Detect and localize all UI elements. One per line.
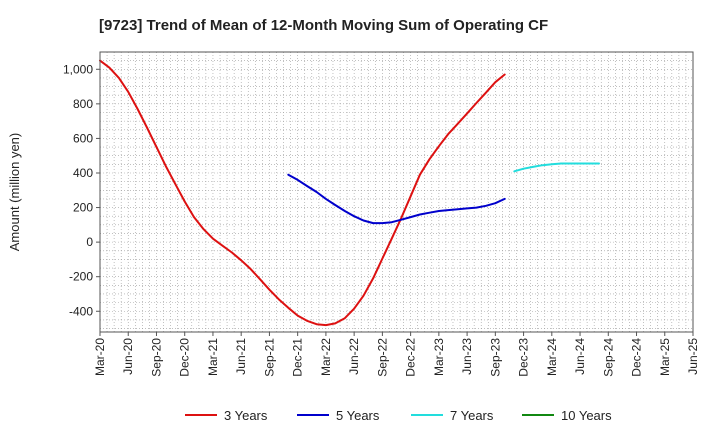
legend-label-3-years: 3 Years — [224, 408, 268, 423]
series-lines — [99, 59, 600, 327]
legend-label-5-years: 5 Years — [336, 408, 380, 423]
y-tick-label: 200 — [73, 201, 93, 215]
x-tick-label: Mar-24 — [545, 338, 559, 376]
legend: 3 Years 5 Years 7 Years 10 Years — [185, 408, 612, 423]
plot-area — [100, 52, 693, 332]
x-tick-label: Jun-21 — [234, 338, 248, 375]
x-tick-label: Dec-23 — [517, 338, 531, 377]
y-tick-label: 0 — [86, 235, 93, 249]
x-tick-label: Sep-24 — [601, 338, 615, 377]
x-tick-label: Sep-22 — [375, 338, 389, 377]
y-tick-label: 800 — [73, 97, 93, 111]
plot-border — [99, 51, 694, 333]
x-tick-label: Mar-21 — [206, 338, 220, 376]
x-axis-ticks: Mar-20 Jun-20 Sep-20 Dec-20 Mar-21 Jun-21 Sep-… — [93, 332, 700, 377]
x-tick-label: Mar-23 — [432, 338, 446, 376]
x-tick-label: Dec-22 — [404, 338, 418, 377]
y-axis-ticks: -400 -200 0 200 400 600 800 1,000 — [63, 62, 100, 318]
x-tick-label: Mar-22 — [319, 338, 333, 376]
x-tick-label: Jun-24 — [573, 338, 587, 375]
y-tick-label: 400 — [73, 166, 93, 180]
x-tick-label: Sep-23 — [488, 338, 502, 377]
y-tick-label: -400 — [69, 304, 93, 318]
series-line-7-years — [513, 162, 600, 173]
series-line-5-years — [287, 173, 506, 225]
x-tick-label: Dec-21 — [291, 338, 305, 377]
x-tick-label: Mar-25 — [658, 338, 672, 376]
x-tick-label: Jun-25 — [686, 338, 700, 375]
x-tick-label: Dec-20 — [178, 338, 192, 377]
y-tick-label: 1,000 — [63, 62, 93, 76]
x-tick-label: Jun-23 — [460, 338, 474, 375]
legend-label-7-years: 7 Years — [450, 408, 494, 423]
series-line-3-years — [99, 59, 506, 327]
x-tick-label: Dec-24 — [630, 338, 644, 377]
y-tick-label: 600 — [73, 131, 93, 145]
y-axis-label: Amount (million yen) — [7, 133, 22, 252]
x-tick-label: Jun-22 — [347, 338, 361, 375]
x-tick-label: Sep-20 — [149, 338, 163, 377]
x-tick-label: Mar-20 — [93, 338, 107, 376]
x-tick-label: Jun-20 — [121, 338, 135, 375]
y-tick-label: -200 — [69, 270, 93, 284]
x-tick-label: Sep-21 — [262, 338, 276, 377]
chart-title: [9723] Trend of Mean of 12-Month Moving … — [99, 17, 548, 34]
legend-label-10-years: 10 Years — [561, 408, 612, 423]
